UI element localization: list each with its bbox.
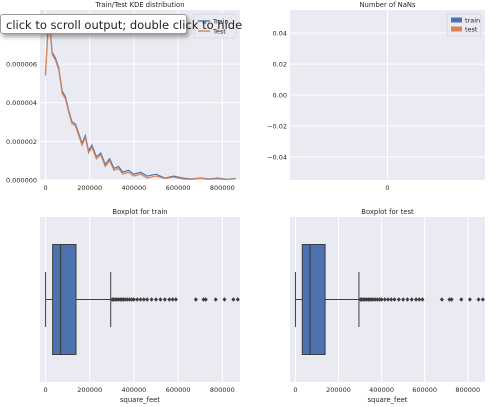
legend-label: train	[465, 17, 480, 25]
outlier-marker	[439, 297, 444, 302]
boxplot-train-panel: 0 200000 400000 600000 800000 Boxplot for tra…	[40, 208, 240, 404]
outlier-marker	[377, 297, 382, 302]
outlier-marker	[149, 297, 154, 302]
x-tick-label: 0	[43, 184, 47, 192]
iqr-box	[301, 244, 326, 355]
legend-box	[193, 13, 237, 39]
kde-panel: 0 200000 400000 600000 800000 0.000000 0.00000…	[6, 1, 240, 192]
y-tick-label: 0.000006	[6, 61, 37, 69]
legend-swatch	[451, 26, 462, 32]
outlier-marker	[173, 297, 178, 302]
outlier-marker	[235, 297, 240, 302]
outlier-marker	[167, 297, 172, 302]
x-tick-label: 400000	[122, 386, 147, 394]
y-tick-label: 0.04	[273, 30, 287, 38]
chart-title: Boxplot for train	[112, 208, 167, 216]
outlier-marker	[193, 297, 198, 302]
outlier-marker	[201, 297, 206, 302]
outlier-marker	[401, 297, 406, 302]
outlier-marker	[213, 297, 218, 302]
y-tick-label: 0.000004	[6, 99, 37, 107]
y-tick-label: 0.00	[273, 92, 287, 100]
outlier-marker	[373, 297, 378, 302]
outlier-marker	[138, 297, 143, 302]
outlier-marker	[141, 297, 146, 302]
outlier-marker	[392, 297, 397, 302]
scroll-output-tooltip[interactable]: click to scroll output; double click to …	[0, 14, 242, 34]
kde-line-test	[44, 15, 236, 181]
outlier-marker	[125, 297, 130, 302]
outlier-marker	[375, 297, 380, 302]
outlier-marker	[405, 297, 410, 302]
outlier-marker	[414, 297, 419, 302]
outlier-marker	[467, 297, 472, 302]
iqr-box	[52, 244, 77, 355]
x-axis-label: square_feet	[368, 396, 408, 404]
y-tick-label: 0.000002	[6, 138, 37, 146]
legend-label: Train	[212, 18, 229, 26]
outlier-marker	[162, 297, 167, 302]
kde-line-train	[44, 13, 236, 181]
outlier-marker	[135, 297, 140, 302]
x-tick-label: 200000	[77, 184, 102, 192]
chart-title: Boxplot for test	[361, 208, 414, 216]
outlier-marker	[231, 297, 236, 302]
x-tick-label: 800000	[210, 184, 235, 192]
outlier-marker	[389, 297, 394, 302]
outlier-marker	[449, 297, 454, 302]
x-tick-label: 200000	[77, 386, 102, 394]
x-tick-label: 400000	[369, 386, 394, 394]
outlier-marker	[170, 297, 175, 302]
outlier-marker	[386, 297, 391, 302]
outlier-marker	[158, 297, 163, 302]
x-tick-label: 600000	[166, 386, 191, 394]
x-tick-label: 600000	[166, 184, 191, 192]
x-tick-label: 0	[385, 184, 389, 192]
x-tick-label: 0	[293, 386, 297, 394]
outlier-marker	[396, 297, 401, 302]
outlier-marker	[459, 297, 464, 302]
x-tick-label: 600000	[412, 386, 437, 394]
outlier-marker	[127, 297, 132, 302]
y-tick-label: 0.000000	[6, 177, 37, 185]
outlier-marker	[420, 297, 425, 302]
y-tick-label: −0.02	[267, 122, 287, 130]
outlier-marker	[370, 297, 375, 302]
y-tick-label: −0.04	[267, 153, 287, 161]
outlier-marker	[145, 297, 150, 302]
x-axis-label: square_feet	[120, 396, 160, 404]
x-tick-label: 0	[43, 386, 47, 394]
x-tick-label: 400000	[122, 184, 147, 192]
x-tick-label: 800000	[455, 386, 480, 394]
outlier-marker	[447, 297, 452, 302]
boxplot-test-panel: 0 200000 400000 600000 800000 Boxplot for tes…	[290, 208, 485, 404]
outlier-marker	[476, 297, 481, 302]
legend-label: test	[465, 26, 478, 34]
outlier-marker	[382, 297, 387, 302]
outlier-marker	[123, 297, 128, 302]
y-tick-label: 0.02	[273, 61, 287, 69]
outlier-marker	[131, 297, 136, 302]
outlier-marker	[203, 297, 208, 302]
outlier-marker	[129, 297, 134, 302]
outlier-marker	[417, 297, 422, 302]
outlier-marker	[480, 297, 485, 302]
outlier-marker	[409, 297, 414, 302]
chart-title: Train/Test KDE distribution	[94, 1, 184, 9]
legend-swatch	[451, 17, 462, 23]
legend-label: Test	[212, 28, 226, 36]
x-tick-label: 200000	[326, 386, 351, 394]
outlier-marker	[154, 297, 159, 302]
x-tick-label: 800000	[210, 386, 235, 394]
outlier-marker	[379, 297, 384, 302]
plot-area	[40, 10, 240, 180]
outlier-marker	[222, 297, 227, 302]
chart-title: Number of NaNs	[359, 1, 416, 9]
